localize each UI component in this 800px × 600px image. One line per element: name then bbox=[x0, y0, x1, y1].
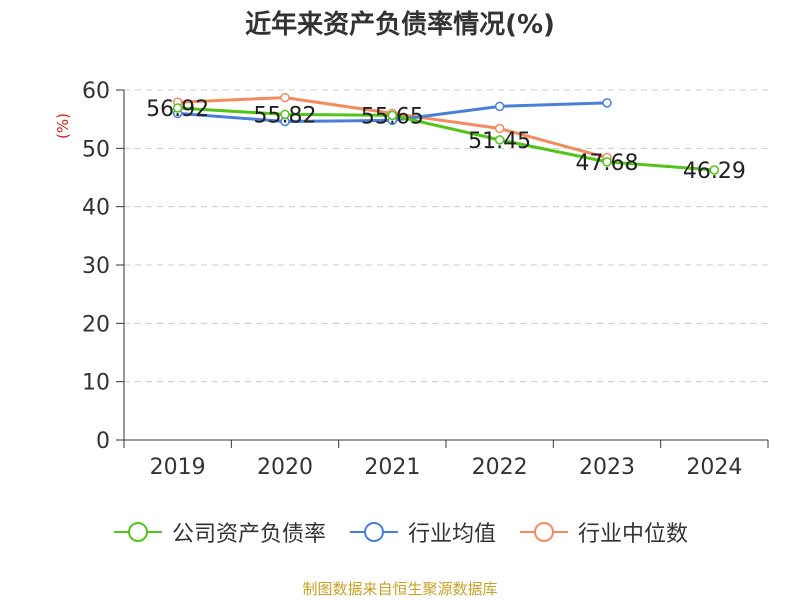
y-axis-label: (%) bbox=[54, 113, 72, 139]
data-label: 47.68 bbox=[576, 151, 639, 176]
legend-swatch-icon bbox=[520, 522, 568, 542]
grid-lines bbox=[124, 89, 768, 383]
data-label: 51.45 bbox=[468, 129, 531, 154]
legend-swatch-marker bbox=[534, 522, 554, 542]
data-label: 46.29 bbox=[683, 159, 746, 184]
legend-label: 行业中位数 bbox=[578, 522, 689, 547]
data-point bbox=[172, 103, 183, 113]
legend: 公司资产负债率 行业均值 行业中位数 bbox=[0, 516, 800, 548]
y-tick-label: 60 bbox=[82, 79, 110, 104]
x-tick-label: 2019 bbox=[150, 455, 206, 480]
x-tick-label: 2024 bbox=[686, 455, 742, 480]
y-tick-label: 0 bbox=[96, 429, 110, 454]
y-tick-label: 50 bbox=[82, 137, 110, 162]
data-point bbox=[387, 110, 398, 121]
x-tick-label: 2023 bbox=[579, 455, 635, 480]
y-tick-label: 30 bbox=[82, 254, 110, 279]
y-tick-label: 20 bbox=[82, 312, 110, 337]
legend-item-0[interactable]: 公司资产负债率 bbox=[112, 516, 326, 548]
data-label: 56.92 bbox=[146, 97, 209, 122]
legend-swatch-marker bbox=[363, 522, 384, 542]
data-point bbox=[602, 98, 612, 108]
data-point bbox=[494, 135, 505, 145]
legend-item-2[interactable]: 行业中位数 bbox=[518, 516, 688, 548]
y-tick-label: 40 bbox=[82, 196, 110, 221]
data-labels: 56.92 55.82 55.65 51.45 47.68 46.29 bbox=[146, 97, 746, 184]
y-tick-label: 10 bbox=[82, 371, 110, 396]
data-point bbox=[709, 165, 720, 175]
data-label: 55.82 bbox=[254, 103, 317, 128]
x-tick-label: 2022 bbox=[472, 455, 528, 480]
data-label: 55.65 bbox=[361, 104, 424, 129]
data-point bbox=[280, 109, 290, 120]
source-note: 制图数据来自恒生聚源数据库 bbox=[302, 580, 498, 598]
legend-swatch-marker bbox=[127, 522, 148, 542]
series-line-0 bbox=[177, 106, 715, 172]
axes: 0 10 20 30 40 50 60 2019 2020 2021 2022 2023 2024 bbox=[82, 79, 769, 480]
x-tick-label: 2020 bbox=[257, 455, 313, 480]
data-point bbox=[280, 92, 290, 103]
chart-title: 近年来资产负债率情况(%) bbox=[245, 10, 555, 40]
series-lines bbox=[172, 92, 720, 175]
data-point bbox=[494, 123, 505, 134]
legend-item-1[interactable]: 行业均值 bbox=[348, 516, 496, 548]
legend-label: 行业均值 bbox=[407, 522, 496, 547]
x-tick-label: 2021 bbox=[364, 455, 420, 480]
legend-swatch-icon bbox=[113, 522, 162, 542]
legend-label: 公司资产负债率 bbox=[171, 522, 326, 547]
data-point bbox=[602, 157, 612, 167]
legend-swatch-icon bbox=[349, 522, 398, 542]
data-point bbox=[494, 101, 505, 112]
